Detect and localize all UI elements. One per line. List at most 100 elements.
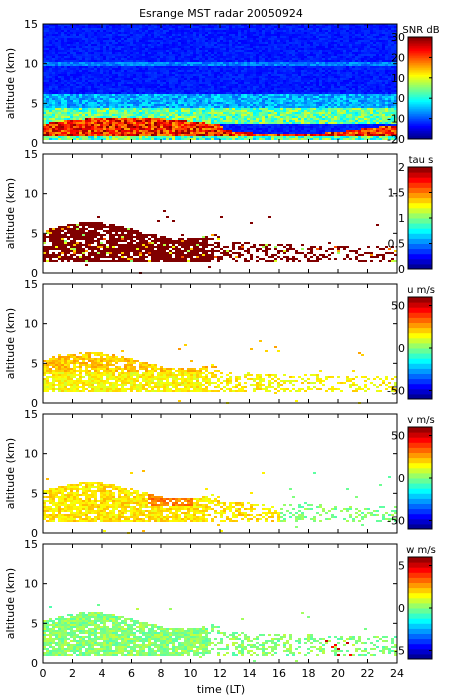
heatmap-cell [121, 124, 124, 126]
heatmap-cell [223, 94, 226, 96]
heatmap-cell [91, 48, 94, 50]
heatmap-cell [76, 54, 79, 56]
heatmap-cell [79, 102, 82, 104]
heatmap-cell [76, 64, 79, 66]
heatmap-cell [94, 132, 97, 134]
heatmap-cell [205, 24, 208, 26]
heatmap-cell [223, 66, 226, 68]
heatmap-cell [154, 94, 157, 96]
heatmap-cell [241, 106, 244, 108]
heatmap-cell [190, 76, 193, 78]
heatmap-cell [61, 78, 64, 80]
heatmap-cell [70, 60, 73, 62]
heatmap-cell [43, 108, 46, 110]
heatmap-cell [232, 64, 235, 66]
heatmap-cell [76, 124, 79, 126]
heatmap-cell [244, 62, 247, 64]
heatmap-cell [238, 40, 241, 42]
heatmap-cell [136, 38, 139, 40]
heatmap-cell [271, 122, 274, 124]
heatmap-cell [220, 130, 223, 132]
heatmap-cell [265, 110, 268, 112]
heatmap-cell [286, 42, 289, 44]
heatmap-cell [220, 94, 223, 96]
heatmap-cell [166, 86, 169, 88]
heatmap-cell [124, 74, 127, 76]
heatmap-cell [88, 94, 91, 96]
heatmap-cell [163, 82, 166, 84]
heatmap-cell [145, 122, 148, 124]
heatmap-cell [49, 124, 52, 126]
heatmap-cell [46, 66, 49, 68]
heatmap-cell [262, 48, 265, 50]
heatmap-cell [145, 90, 148, 92]
heatmap-cell [112, 86, 115, 88]
heatmap-cell [79, 40, 82, 42]
heatmap-cell [121, 126, 124, 128]
heatmap-cell [91, 30, 94, 32]
heatmap-cell [94, 78, 97, 80]
heatmap-cell [232, 44, 235, 46]
heatmap-cell [58, 54, 61, 56]
heatmap-cell [220, 106, 223, 108]
heatmap-cell [169, 58, 172, 60]
heatmap-cell [256, 96, 259, 98]
heatmap-cell [106, 94, 109, 96]
heatmap-cell [202, 96, 205, 98]
heatmap-cell [157, 74, 160, 76]
heatmap-cell [100, 66, 103, 68]
heatmap-cell [97, 36, 100, 38]
heatmap-cell [124, 90, 127, 92]
heatmap-cell [136, 90, 139, 92]
heatmap-cell [46, 132, 49, 134]
heatmap-cell [298, 74, 301, 76]
heatmap-cell [265, 66, 268, 68]
heatmap-cell [277, 64, 280, 66]
heatmap-cell [280, 64, 283, 66]
heatmap-cell [187, 60, 190, 62]
heatmap-cell [121, 72, 124, 74]
heatmap-cell [169, 80, 172, 82]
heatmap-cell [46, 130, 49, 132]
heatmap-cell [88, 60, 91, 62]
heatmap-cell [289, 124, 292, 126]
heatmap-cell [88, 82, 91, 84]
heatmap-cell [190, 138, 193, 140]
heatmap-cell [217, 112, 220, 114]
heatmap-cell [88, 96, 91, 98]
heatmap-cell [160, 126, 163, 128]
heatmap-cell [163, 108, 166, 110]
heatmap-cell [79, 68, 82, 70]
heatmap-cell [247, 122, 250, 124]
heatmap-cell [49, 72, 52, 74]
heatmap-cell [214, 96, 217, 98]
heatmap-cell [67, 110, 70, 112]
heatmap-cell [253, 28, 256, 30]
heatmap-cell [202, 46, 205, 48]
heatmap-cell [208, 132, 211, 134]
heatmap-cell [223, 76, 226, 78]
heatmap-cell [43, 84, 46, 86]
heatmap-cell [235, 120, 238, 122]
heatmap-cell [55, 96, 58, 98]
heatmap-cell [118, 50, 121, 52]
heatmap-cell [157, 64, 160, 66]
heatmap-cell [49, 42, 52, 44]
heatmap-cell [298, 122, 301, 124]
heatmap-cell [91, 98, 94, 100]
heatmap-cell [268, 82, 271, 84]
heatmap-cell [133, 80, 136, 82]
heatmap-cell [190, 104, 193, 106]
heatmap-cell [49, 136, 52, 138]
heatmap-cell [163, 116, 166, 118]
heatmap-cell [49, 24, 52, 26]
heatmap-cell [73, 132, 76, 134]
heatmap-cell [148, 60, 151, 62]
heatmap-cell [211, 74, 214, 76]
heatmap-cell [184, 36, 187, 38]
heatmap-cell [58, 108, 61, 110]
heatmap-cell [91, 126, 94, 128]
heatmap-cell [103, 100, 106, 102]
heatmap-cell [61, 116, 64, 118]
